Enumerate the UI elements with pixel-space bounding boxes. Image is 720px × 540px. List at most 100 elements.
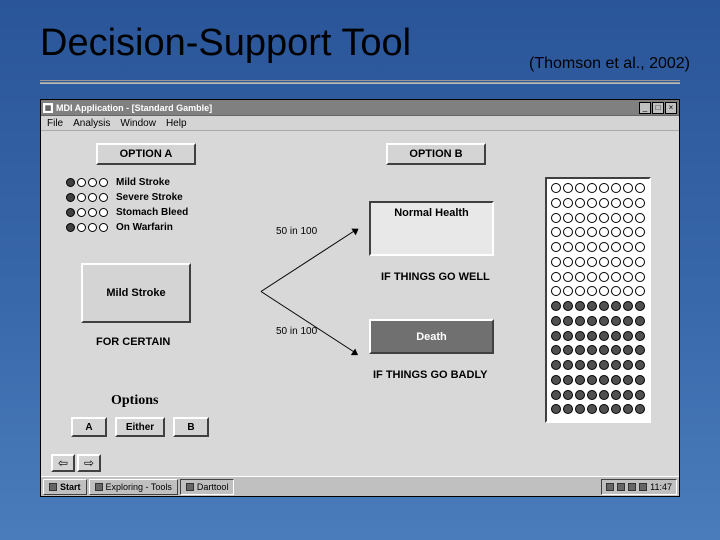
option-either-button[interactable]: Either — [115, 417, 165, 437]
grid-dot — [563, 375, 573, 385]
grid-dot — [635, 331, 645, 341]
grid-dot — [599, 183, 609, 193]
grid-dot — [599, 375, 609, 385]
grid-dot — [599, 404, 609, 414]
grid-dot — [563, 331, 573, 341]
tray-icon — [606, 483, 614, 491]
nav-back-button[interactable]: ⇦ — [51, 454, 75, 472]
menubar: File Analysis Window Help — [41, 116, 679, 131]
grid-dot — [551, 301, 561, 311]
grid-dot — [551, 183, 561, 193]
grid-dot — [623, 286, 633, 296]
grid-dot — [551, 360, 561, 370]
grid-dot — [575, 331, 585, 341]
grid-dot — [551, 227, 561, 237]
app-icon: ▦ — [43, 103, 53, 113]
menu-help[interactable]: Help — [166, 118, 187, 129]
grid-dot — [551, 272, 561, 282]
grid-dot — [623, 404, 633, 414]
grid-dot — [611, 390, 621, 400]
menu-file[interactable]: File — [47, 118, 63, 129]
grid-dot — [635, 183, 645, 193]
outcome-good-label: Normal Health — [394, 207, 469, 219]
nav-arrows: ⇦ ⇨ — [51, 454, 101, 472]
grid-dot — [551, 390, 561, 400]
option-a-button[interactable]: A — [71, 417, 107, 437]
grid-dot — [551, 198, 561, 208]
minimize-button[interactable]: _ — [639, 102, 651, 114]
grid-dot — [563, 272, 573, 282]
grid-dot — [575, 301, 585, 311]
grid-dot — [563, 242, 573, 252]
app-window: ▦ MDI Application - [Standard Gamble] _ … — [40, 99, 680, 497]
grid-dot — [587, 272, 597, 282]
grid-dot — [575, 198, 585, 208]
slide-citation: (Thomson et al., 2002) — [529, 55, 690, 73]
grid-dot — [623, 301, 633, 311]
grid-dot — [611, 404, 621, 414]
nav-forward-button[interactable]: ⇨ — [77, 454, 101, 472]
start-label: Start — [60, 482, 81, 492]
client-area: OPTION A OPTION B Mild Stroke Severe Str… — [41, 131, 679, 496]
option-b-header: OPTION B — [386, 143, 486, 165]
prob-bot-label: 50 in 100 — [276, 326, 317, 337]
legend-row-on-warfarin[interactable]: On Warfarin — [66, 222, 216, 233]
grid-dot — [599, 331, 609, 341]
grid-dot — [563, 390, 573, 400]
option-a-outcome: Mild Stroke — [81, 263, 191, 323]
outcome-bad-box: Death — [369, 319, 494, 354]
grid-dot — [587, 360, 597, 370]
grid-dot — [635, 286, 645, 296]
grid-dot — [563, 404, 573, 414]
taskbar-item-exploring[interactable]: Exploring - Tools — [89, 479, 178, 495]
taskbar-item-label: Darttool — [197, 482, 229, 492]
menu-analysis[interactable]: Analysis — [73, 118, 110, 129]
maximize-button[interactable]: □ — [652, 102, 664, 114]
grid-dot — [575, 316, 585, 326]
grid-dot — [551, 375, 561, 385]
good-caption: IF THINGS GO WELL — [381, 271, 490, 283]
legend-label: Mild Stroke — [116, 177, 170, 188]
grid-dot — [611, 272, 621, 282]
grid-dot — [635, 360, 645, 370]
option-b-button[interactable]: B — [173, 417, 209, 437]
grid-dot — [623, 360, 633, 370]
grid-dot — [611, 316, 621, 326]
grid-dot — [575, 404, 585, 414]
grid-dot — [599, 316, 609, 326]
probability-grid[interactable] — [545, 177, 651, 423]
grid-dot — [635, 375, 645, 385]
grid-dot — [587, 286, 597, 296]
grid-dot — [611, 183, 621, 193]
legend-label: Severe Stroke — [116, 192, 183, 203]
legend-row-mild-stroke[interactable]: Mild Stroke — [66, 177, 216, 188]
menu-window[interactable]: Window — [120, 118, 156, 129]
grid-dot — [563, 301, 573, 311]
grid-dot — [611, 360, 621, 370]
close-button[interactable]: × — [665, 102, 677, 114]
legend-row-stomach-bleed[interactable]: Stomach Bleed — [66, 207, 216, 218]
start-button[interactable]: Start — [43, 479, 87, 495]
grid-dot — [587, 257, 597, 267]
taskbar-item-darttool[interactable]: Darttool — [180, 479, 235, 495]
grid-dot — [611, 375, 621, 385]
grid-dot — [635, 301, 645, 311]
window-title: MDI Application - [Standard Gamble] — [56, 103, 638, 113]
option-a-header: OPTION A — [96, 143, 196, 165]
system-tray[interactable]: 11:47 — [601, 479, 677, 495]
grid-dot — [551, 404, 561, 414]
grid-dot — [575, 183, 585, 193]
clock: 11:47 — [650, 482, 672, 492]
title-divider — [40, 80, 680, 84]
grid-dot — [575, 227, 585, 237]
grid-dot — [623, 257, 633, 267]
grid-dot — [611, 227, 621, 237]
legend-row-severe-stroke[interactable]: Severe Stroke — [66, 192, 216, 203]
grid-dot — [611, 242, 621, 252]
grid-dot — [635, 404, 645, 414]
grid-dot — [611, 213, 621, 223]
grid-dot — [635, 242, 645, 252]
taskbar-item-label: Exploring - Tools — [106, 482, 172, 492]
grid-dot — [575, 345, 585, 355]
grid-dot — [575, 242, 585, 252]
